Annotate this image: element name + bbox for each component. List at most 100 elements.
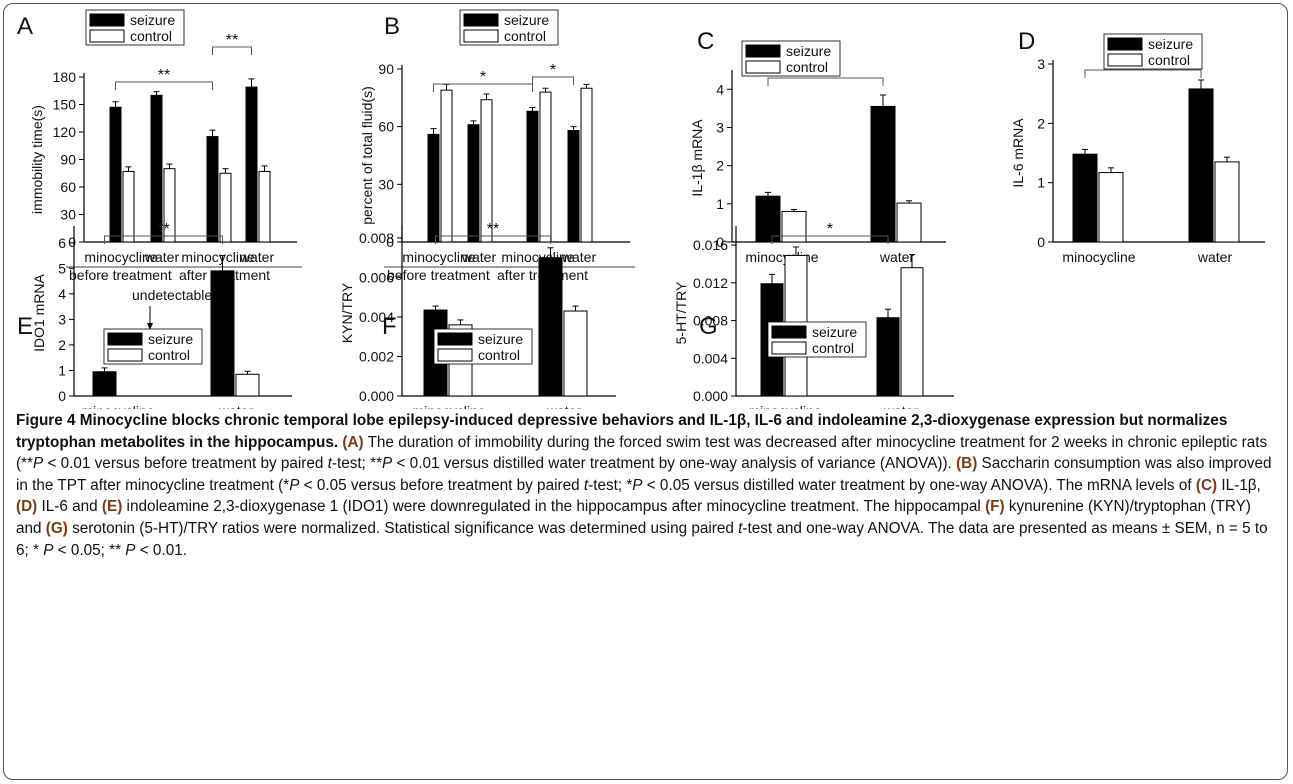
caption-segment: (C) (1195, 476, 1218, 494)
bar-control (563, 310, 588, 397)
x-tick-label: water (879, 249, 915, 265)
legend-swatch-seizure (463, 13, 499, 27)
y-tick-label: 3 (58, 311, 66, 327)
caption-segment: P (289, 476, 300, 494)
caption-segment: (D) (16, 498, 38, 516)
caption-segment: t (738, 519, 743, 537)
caption-body: (A) The duration of immobility during th… (16, 434, 1272, 559)
bar-seizure (526, 110, 539, 243)
bar-seizure (1072, 153, 1098, 243)
bar-control (900, 267, 924, 397)
caption-segment: t (583, 476, 589, 494)
caption-segment: t (327, 455, 332, 473)
group-label: before treatment (69, 267, 172, 283)
significance-bracket (212, 46, 252, 55)
legend-label: seizure (478, 331, 523, 347)
bar-seizure (427, 133, 440, 243)
y-tick-label: 0.000 (359, 388, 394, 404)
caption-segment: indoleamine 2,3-dioxygenase 1 (IDO1) wer… (122, 498, 986, 516)
y-tick-label: 120 (53, 124, 77, 140)
caption-segment: < 0.05; ** (53, 541, 126, 559)
group-label: before treatment (387, 267, 490, 283)
bar-seizure (245, 86, 258, 243)
caption-segment: -test and one-way ANOVA. The data are pr… (16, 519, 1268, 559)
panel-letter: D (1018, 28, 1035, 55)
undetectable-note: undetectable (132, 287, 212, 303)
legend-label: seizure (148, 331, 193, 347)
caption-segment: < 0.01 versus distilled water treatment … (392, 455, 957, 473)
y-tick-label: 3 (716, 119, 724, 135)
legend-swatch-control (89, 29, 125, 43)
caption-segment: P (632, 476, 643, 494)
bar-seizure (870, 105, 896, 243)
legend-label: control (148, 347, 190, 363)
x-tick-label: water (883, 403, 919, 409)
bar-seizure (206, 136, 219, 243)
x-tick-label: minocycline (412, 403, 485, 409)
bar-seizure (755, 195, 781, 243)
legend-label: seizure (812, 324, 857, 340)
caption-segment: IL-1β, (1217, 476, 1261, 494)
legend-label: seizure (786, 43, 831, 59)
significance-marker: * (480, 69, 486, 86)
bar-seizure (150, 94, 163, 243)
x-tick-label: water (561, 249, 597, 265)
bar-control (122, 170, 135, 243)
bar-seizure (567, 130, 580, 243)
x-tick-label: minocycline (402, 249, 475, 265)
significance-marker: ** (158, 67, 170, 84)
y-tick-label: 0 (58, 388, 66, 404)
y-tick-label: 180 (53, 69, 77, 85)
x-tick-label: minocycline (748, 403, 821, 409)
y-axis-label: KYN/TRY (339, 282, 355, 343)
bar-seizure (538, 257, 563, 397)
x-tick-label: minocycline (81, 403, 154, 409)
bar-control (440, 89, 453, 243)
caption-segment: < 0.05 versus distilled water treatment … (642, 476, 1196, 494)
x-tick-label: water (218, 403, 254, 409)
y-tick-label: 90 (378, 61, 394, 77)
legend-swatch-control (107, 348, 143, 362)
bar-control (219, 172, 232, 243)
y-tick-label: 0.004 (359, 309, 394, 325)
caption-paragraph: Figure 4 Minocycline blocks chronic temp… (16, 410, 1278, 561)
legend-label: control (786, 59, 828, 75)
caption-title: Figure 4 Minocycline blocks chronic temp… (16, 412, 1228, 451)
bar-control (1214, 161, 1240, 243)
y-tick-label: 4 (58, 286, 66, 302)
bar-seizure (210, 270, 235, 397)
y-tick-label: 4 (716, 81, 724, 97)
y-tick-label: 2 (1037, 115, 1045, 131)
y-tick-label: 0.004 (693, 350, 728, 366)
caption-segment: (F) (985, 498, 1005, 516)
bar-seizure (1188, 88, 1214, 243)
y-tick-label: 0.012 (693, 275, 728, 291)
bar-control (258, 170, 271, 243)
y-tick-label: 1 (716, 196, 724, 212)
panel-letter: A (17, 13, 33, 40)
panel-letter: B (384, 13, 400, 40)
x-tick-label: water (239, 249, 275, 265)
significance-marker: * (827, 221, 833, 238)
legend-swatch-control (463, 29, 499, 43)
caption-segment: (B) (956, 455, 978, 473)
caption-segment: IL-6 and (37, 498, 102, 516)
legend-swatch-seizure (437, 332, 473, 346)
significance-bracket (115, 81, 213, 90)
panel-letter: F (382, 313, 397, 340)
significance-bracket (1084, 69, 1202, 78)
legend-swatch-seizure (107, 332, 143, 346)
caption-segment: Saccharin consumption was also improved … (16, 455, 1272, 494)
legend-label: control (504, 28, 546, 44)
bar-seizure (876, 317, 900, 397)
y-axis-label: IL-6 mRNA (1010, 118, 1026, 188)
legend-swatch-seizure (771, 325, 807, 339)
bar-control (781, 210, 807, 243)
bar-seizure (467, 124, 480, 243)
y-tick-label: 30 (60, 207, 76, 223)
y-tick-label: 0 (386, 234, 394, 250)
legend-label: control (130, 28, 172, 44)
legend-swatch-seizure (745, 44, 781, 58)
significance-marker: ** (157, 221, 169, 238)
